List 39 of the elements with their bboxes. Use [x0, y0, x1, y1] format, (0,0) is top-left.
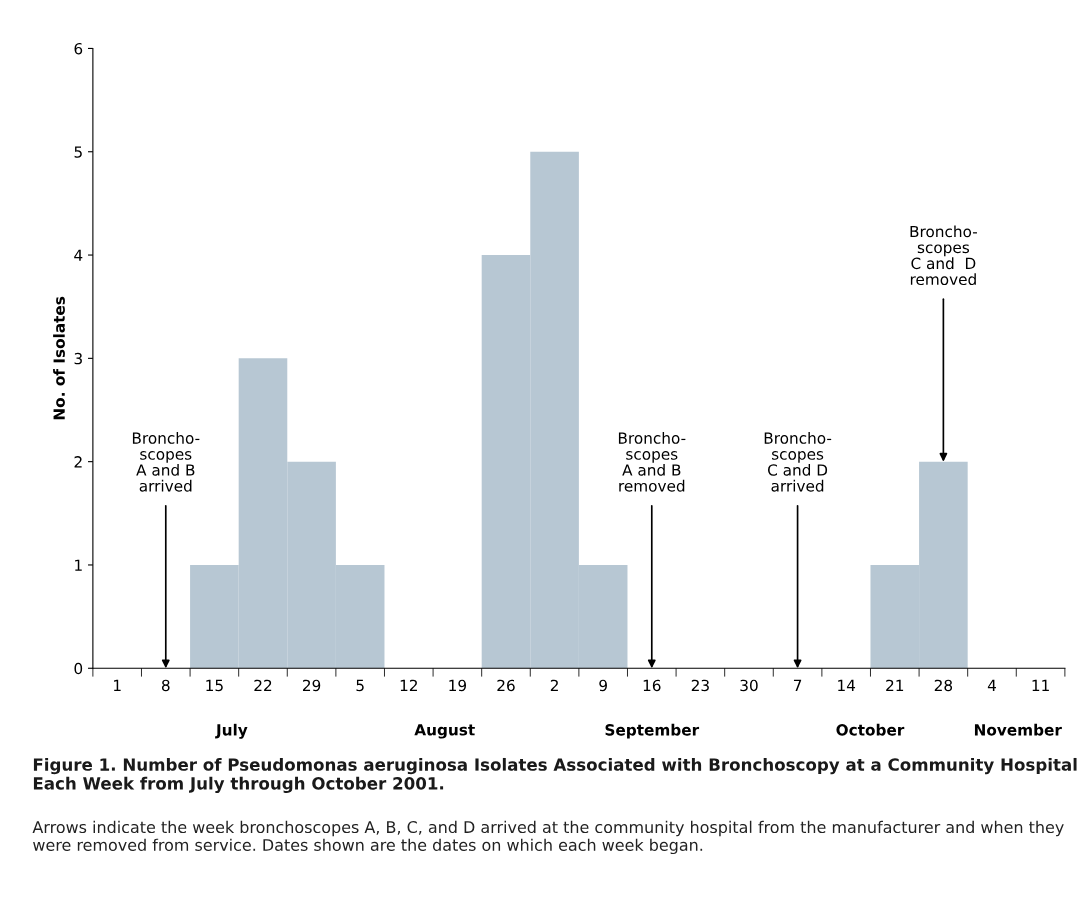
x-tick-label: 29: [302, 679, 321, 692]
x-tick-label: 30: [740, 679, 758, 692]
x-tick-label: 19: [449, 679, 467, 692]
y-tick-label: 3: [74, 352, 82, 365]
x-tick-label: 4: [987, 679, 996, 691]
x-tick-label: 2: [550, 679, 558, 691]
x-tick-label: 28: [934, 679, 953, 692]
x-tick-label: 11: [1032, 679, 1049, 691]
x-tick-label: 23: [691, 679, 709, 692]
annotation: Broncho- scopes C and D arrived: [764, 432, 832, 492]
x-tick-label: 5: [356, 679, 364, 692]
y-axis-title: No. of Isolates: [53, 296, 65, 420]
annotation: Broncho- scopes A and B arrived: [132, 432, 200, 492]
y-tick-label: 2: [74, 456, 82, 468]
text: October: [836, 723, 905, 736]
y-tick-label: 5: [74, 146, 82, 158]
text: Figure 1. Number of Pseudomonas aeruginosa Isolates Associated with Bronchoscopy at a Community Hospital Each Week from July through October 2001.: [33, 757, 1077, 794]
text: August: [414, 724, 475, 739]
x-tick-label: 12: [400, 679, 417, 691]
x-tick-label: 22: [254, 679, 272, 691]
y-tick-label: 6: [74, 42, 83, 55]
text: July: [215, 723, 248, 739]
x-tick-label: 9: [599, 679, 607, 692]
text: Arrows indicate the week bronchoscopes A, B, C, and D arrived at the community hospital from the manufacturer and when they were removed from service. Dates shown are the dates on which each week began.: [32, 820, 1064, 855]
x-tick-label: 21: [886, 679, 904, 691]
x-tick-label: 8: [161, 679, 170, 692]
x-tick-label: 16: [643, 679, 661, 692]
x-tick-label: 15: [206, 679, 223, 692]
text: September: [605, 723, 700, 739]
annotation: Broncho- scopes A and B removed: [618, 432, 686, 492]
y-tick-label: 1: [75, 559, 82, 571]
y-tick-label: 0: [74, 662, 83, 675]
y-tick-label: 4: [74, 249, 83, 261]
x-tick-label: 14: [838, 679, 856, 691]
text: November: [974, 723, 1062, 736]
x-tick-label: 7: [793, 679, 802, 691]
x-tick-label: 1: [114, 679, 121, 691]
annotation: Broncho- scopes C and D removed: [910, 225, 977, 286]
x-tick-label: 26: [497, 679, 515, 692]
